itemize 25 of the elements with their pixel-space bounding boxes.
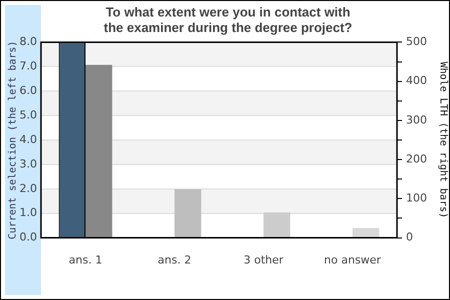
x-tick-label: no answer [324, 253, 382, 266]
y-tick-label: 2.0 [20, 182, 37, 195]
y-tick-label: 7.0 [20, 60, 37, 73]
y-tick-label: 3.0 [20, 157, 37, 170]
y2-tick-label: 100 [406, 192, 427, 205]
bar [352, 228, 380, 238]
x-tick-label: 3 other [244, 253, 284, 266]
y-tick-label: 0.0 [20, 230, 37, 244]
y-tick-label: 5.0 [20, 108, 37, 122]
y-tick-label: 1.0 [20, 206, 37, 220]
y-tick-label: 4.0 [20, 132, 37, 146]
y-tick-label: 6.0 [20, 84, 37, 97]
chart-title: To what extent were you in contact with the examiner during the degree project? [104, 4, 352, 35]
y2-tick-label: 300 [406, 113, 427, 126]
y2-axis-title: Whole LTH (the right bars) [437, 62, 448, 218]
y2-tick-label: 0 [406, 230, 413, 244]
bar [264, 212, 290, 238]
x-tick-label: ans. 2 [158, 253, 192, 266]
y-axis-title: Current selection (the left bars) [8, 40, 19, 240]
y2-tick-label: 200 [406, 152, 427, 166]
y2-tick-label: 500 [406, 35, 427, 48]
y-tick-label: 8.0 [20, 35, 37, 48]
x-tick-label: ans. 1 [68, 253, 102, 266]
bar [174, 189, 202, 238]
y2-tick-label: 400 [406, 74, 427, 88]
